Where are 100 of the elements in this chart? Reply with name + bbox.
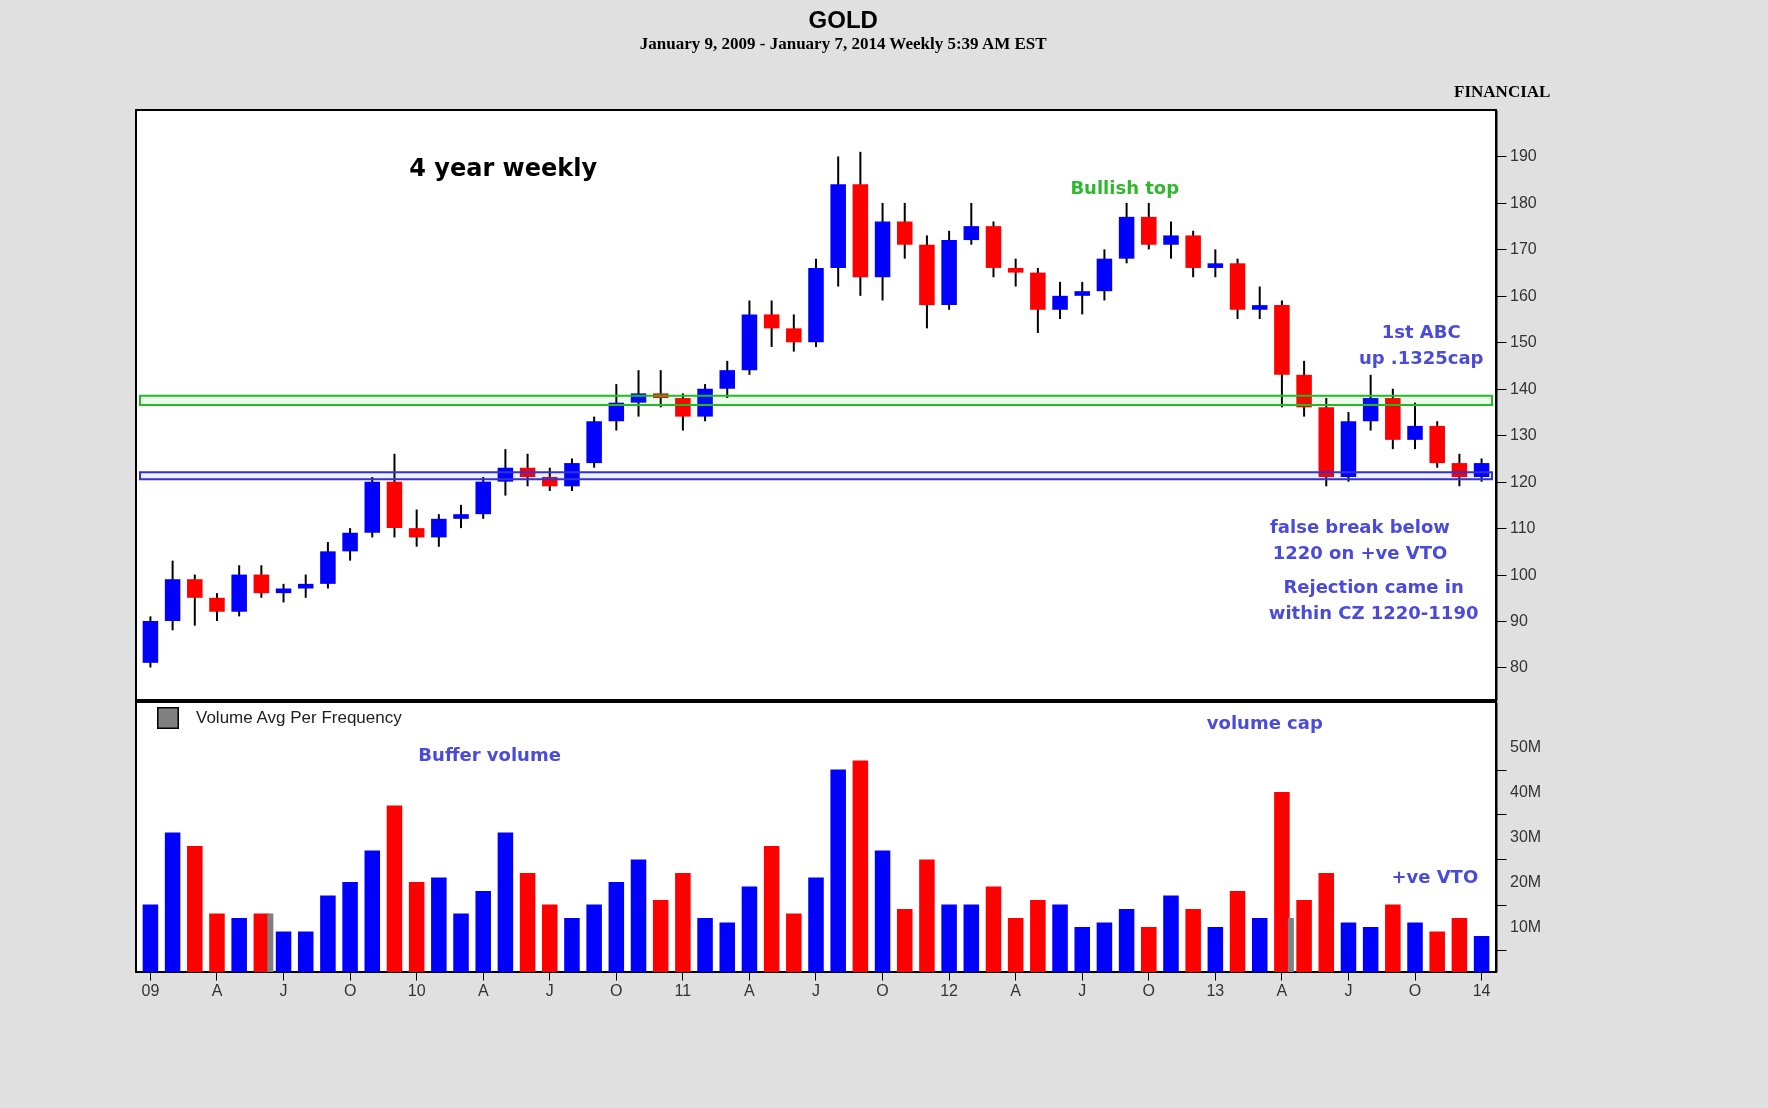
bar: [1030, 900, 1046, 972]
x-tick-label: 14: [1472, 982, 1491, 999]
bar: [786, 913, 802, 972]
bar: [1296, 900, 1312, 972]
bar: [519, 873, 536, 972]
bar: [1287, 918, 1294, 972]
x-tick-label: A: [211, 982, 223, 999]
y-tick-label: 190: [1510, 147, 1537, 165]
bar: [142, 904, 159, 972]
bar: [209, 913, 225, 972]
y-tick-label: 170: [1510, 240, 1537, 258]
bar: [608, 882, 625, 972]
bar: [275, 931, 292, 972]
bar: [1473, 936, 1490, 972]
bar: [963, 904, 980, 972]
x-tick-label: A: [1010, 982, 1022, 999]
x-tick-label: A: [1276, 982, 1288, 999]
x-tick-label: 09: [141, 982, 160, 999]
annotation: 4 year weekly: [409, 154, 598, 182]
bar: [852, 760, 869, 972]
x-tick-label: A: [477, 982, 489, 999]
bar: [408, 882, 425, 972]
bar: [164, 832, 181, 972]
bar: [364, 850, 381, 972]
annotation: Bullish top: [1070, 177, 1180, 199]
bar: [1118, 909, 1135, 972]
bar: [1451, 918, 1468, 972]
bar: [1251, 918, 1268, 972]
x-tick-label: A: [744, 982, 756, 999]
bar: [267, 913, 274, 972]
bar: [1207, 927, 1224, 972]
bar: [297, 931, 314, 972]
annotation: Buffer volume: [418, 744, 561, 765]
bar: [808, 877, 824, 972]
y-tick-label: 90: [1510, 612, 1528, 630]
bar: [475, 891, 491, 972]
x-tick-label: O: [876, 982, 889, 999]
y-tick-label: 30M: [1510, 828, 1542, 845]
bar: [497, 832, 514, 972]
bar: [874, 850, 891, 972]
bar: [187, 846, 203, 972]
bar: [763, 846, 780, 972]
bar: [320, 895, 336, 972]
bar: [1074, 927, 1090, 972]
y-tick-label: 180: [1510, 193, 1537, 211]
legend-label: Volume Avg Per Frequency: [196, 708, 403, 727]
bar: [830, 769, 846, 972]
bar: [1163, 895, 1179, 972]
bar: [1362, 927, 1379, 972]
y-tick-label: 100: [1510, 565, 1537, 583]
x-tick-label: J: [1078, 982, 1087, 999]
x-tick-label: J: [812, 982, 820, 999]
y-tick-label: 40M: [1510, 783, 1542, 800]
annotation: false break below 1220 on +ve VTO: [1270, 516, 1450, 564]
x-tick-label: 13: [1206, 982, 1225, 999]
bar: [1052, 904, 1068, 972]
bar: [652, 900, 669, 972]
bar: [630, 859, 647, 972]
bar: [1429, 931, 1445, 972]
bar: [342, 882, 358, 972]
x-tick-label: O: [1142, 982, 1156, 999]
x-tick-label: 11: [674, 982, 692, 999]
y-tick-label: 20M: [1510, 873, 1542, 890]
y-tick-label: 140: [1510, 379, 1537, 397]
bar: [1229, 891, 1246, 972]
bar: [586, 904, 602, 972]
x-tick-label: 10: [407, 982, 426, 999]
bar: [985, 886, 1002, 972]
text: FINANCIAL: [1454, 82, 1551, 102]
bar: [431, 877, 447, 972]
bar: [1274, 792, 1290, 972]
bar: [1340, 922, 1357, 972]
bar: [1141, 927, 1157, 972]
annotation: 1st ABC up .1325cap: [1358, 321, 1484, 369]
y-tick-label: 10M: [1510, 918, 1542, 935]
y-tick-label: 160: [1510, 286, 1537, 304]
annotation: volume cap: [1206, 712, 1323, 734]
x-tick-label: O: [610, 982, 623, 999]
bar: [1096, 922, 1113, 972]
bar: [1318, 873, 1335, 972]
y-tick-label: 110: [1510, 519, 1536, 537]
bar: [741, 886, 758, 972]
x-tick-label: J: [279, 982, 288, 999]
x-tick-label: O: [343, 982, 357, 999]
bar: [719, 922, 736, 972]
bar: [542, 904, 558, 972]
bar: [896, 909, 913, 972]
x-tick-label: 12: [940, 982, 959, 999]
bar: [1385, 904, 1401, 972]
x-tick-label: J: [1344, 982, 1353, 999]
y-tick-label: 80: [1510, 658, 1528, 676]
chart-subtitle: January 9, 2009 - January 7, 2014 Weekly 5:39 AM EST: [639, 34, 1048, 54]
bar: [675, 873, 691, 972]
bar: [1185, 909, 1201, 972]
x-tick-label: O: [1408, 982, 1422, 999]
annotation: Rejection came in within CZ 1220-1190: [1268, 576, 1479, 624]
bar: [453, 913, 469, 972]
bar: [919, 859, 935, 972]
x-tick-label: J: [545, 982, 554, 999]
y-tick-label: 150: [1510, 333, 1537, 351]
